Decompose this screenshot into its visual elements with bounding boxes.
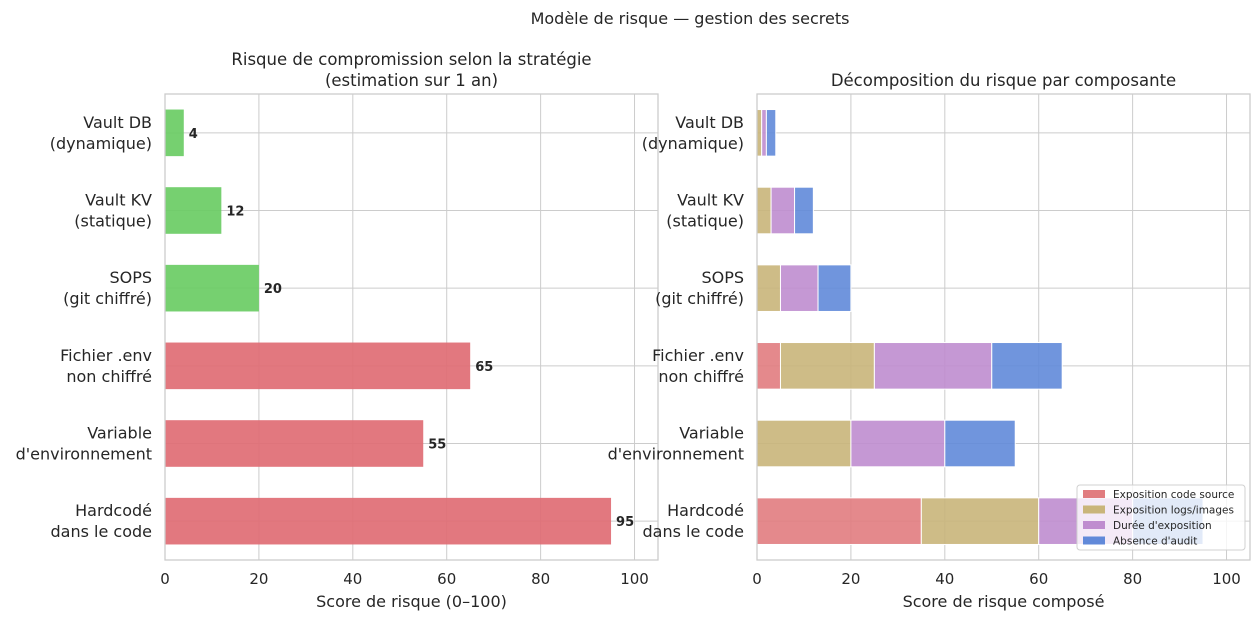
x-tick-label: 40 [343, 570, 362, 588]
y-tick-label: Vault DB (dynamique) [642, 113, 744, 153]
stacked-bar-segment [779, 264, 819, 312]
legend-swatch [1083, 521, 1105, 529]
y-tick-label: Hardcodé dans le code [643, 501, 744, 541]
y-tick-label: SOPS (git chiffré) [655, 268, 744, 308]
x-axis-label: Score de risque (0–100) [316, 592, 507, 611]
bar [165, 342, 471, 390]
stacked-bar-segment [920, 497, 1040, 545]
axes-frame [756, 93, 1251, 561]
stacked-bar-segment [756, 342, 781, 390]
figure-title: Modèle de risque — gestion des secrets [531, 9, 850, 28]
y-tick-label: Fichier .env non chiffré [652, 346, 744, 386]
stacked-bar-segment [761, 109, 767, 157]
x-tick-label: 60 [1029, 570, 1048, 588]
x-tick-label: 0 [752, 570, 762, 588]
legend-box [1076, 484, 1246, 551]
bar [165, 264, 259, 312]
stacked-bar-segment [756, 109, 763, 157]
stacked-bar-segment [817, 264, 852, 312]
bar [165, 109, 184, 157]
data-label: 4 [189, 127, 198, 142]
x-tick-label: 0 [160, 570, 170, 588]
bar [165, 420, 424, 467]
stacked-bar-segment [944, 419, 1016, 468]
legend: Exposition code source Exposition logs/im… [1076, 484, 1246, 551]
legend-swatch [1083, 505, 1105, 514]
chart-1: 0 20 40 60 80 100 Vault DB (dynamique) Vault KV(… [16, 50, 659, 611]
bar [165, 497, 612, 545]
stacked-bar-segment [756, 419, 852, 468]
x-tick-label: 80 [531, 570, 550, 588]
x-axis-label: Score de risque composé [903, 592, 1105, 611]
stacked-bar-segment [991, 342, 1063, 390]
stacked-bar-segment [873, 342, 993, 390]
data-label: 12 [226, 205, 244, 220]
axes-frame [164, 93, 659, 561]
data-label: 20 [264, 282, 282, 297]
stacked-bar-segment [850, 419, 946, 468]
y-tick-label: Vault DB (dynamique) [50, 113, 152, 153]
chart-title: Décomposition du risque par composante [831, 71, 1176, 90]
x-tick-label: 20 [841, 570, 860, 588]
stacked-bar-segment [756, 186, 772, 235]
stacked-bar-segment [779, 342, 875, 390]
legend-swatch [1083, 490, 1105, 498]
legend-label: Absence d'audit [1113, 536, 1197, 548]
legend-swatch [1083, 536, 1105, 545]
legend-label: Exposition code source [1113, 489, 1234, 501]
y-tick-label: Variable d'environnement [608, 424, 744, 464]
bar [165, 187, 222, 234]
legend-label: Durée d'exposition [1113, 520, 1212, 532]
stacked-bar-segment [756, 264, 781, 312]
stacked-bar-segment [794, 186, 814, 235]
y-tick-label: Fichier .env non chiffré [60, 346, 152, 386]
data-label: 95 [616, 515, 634, 530]
x-tick-label: 100 [620, 570, 649, 588]
stacked-bar-segment [770, 186, 796, 235]
y-tick-label: Hardcodé dans le code [51, 501, 152, 541]
stacked-bar-segment [756, 497, 922, 545]
x-tick-label: 40 [935, 570, 954, 588]
data-label: 55 [428, 438, 446, 453]
stacked-bar-segment [765, 109, 777, 157]
chart-title: Risque de compromission selon la stratég… [231, 50, 591, 90]
x-tick-label: 20 [249, 570, 268, 588]
y-tick-label: Variable d'environnement [16, 424, 152, 464]
y-tick-label: SOPS (git chiffré) [63, 268, 152, 308]
legend-label: Exposition logs/images [1113, 505, 1234, 517]
x-tick-label: 100 [1212, 570, 1241, 588]
x-tick-label: 80 [1123, 570, 1142, 588]
chart-2: 0 20 40 60 80 100 Vault DB (dynamique) Vault KV(… [608, 71, 1251, 611]
y-tick-label: Vault KV (statique) [74, 191, 152, 231]
data-label: 65 [475, 360, 493, 375]
y-tick-label: Vault KV (statique) [666, 191, 744, 231]
x-tick-label: 60 [437, 570, 456, 588]
